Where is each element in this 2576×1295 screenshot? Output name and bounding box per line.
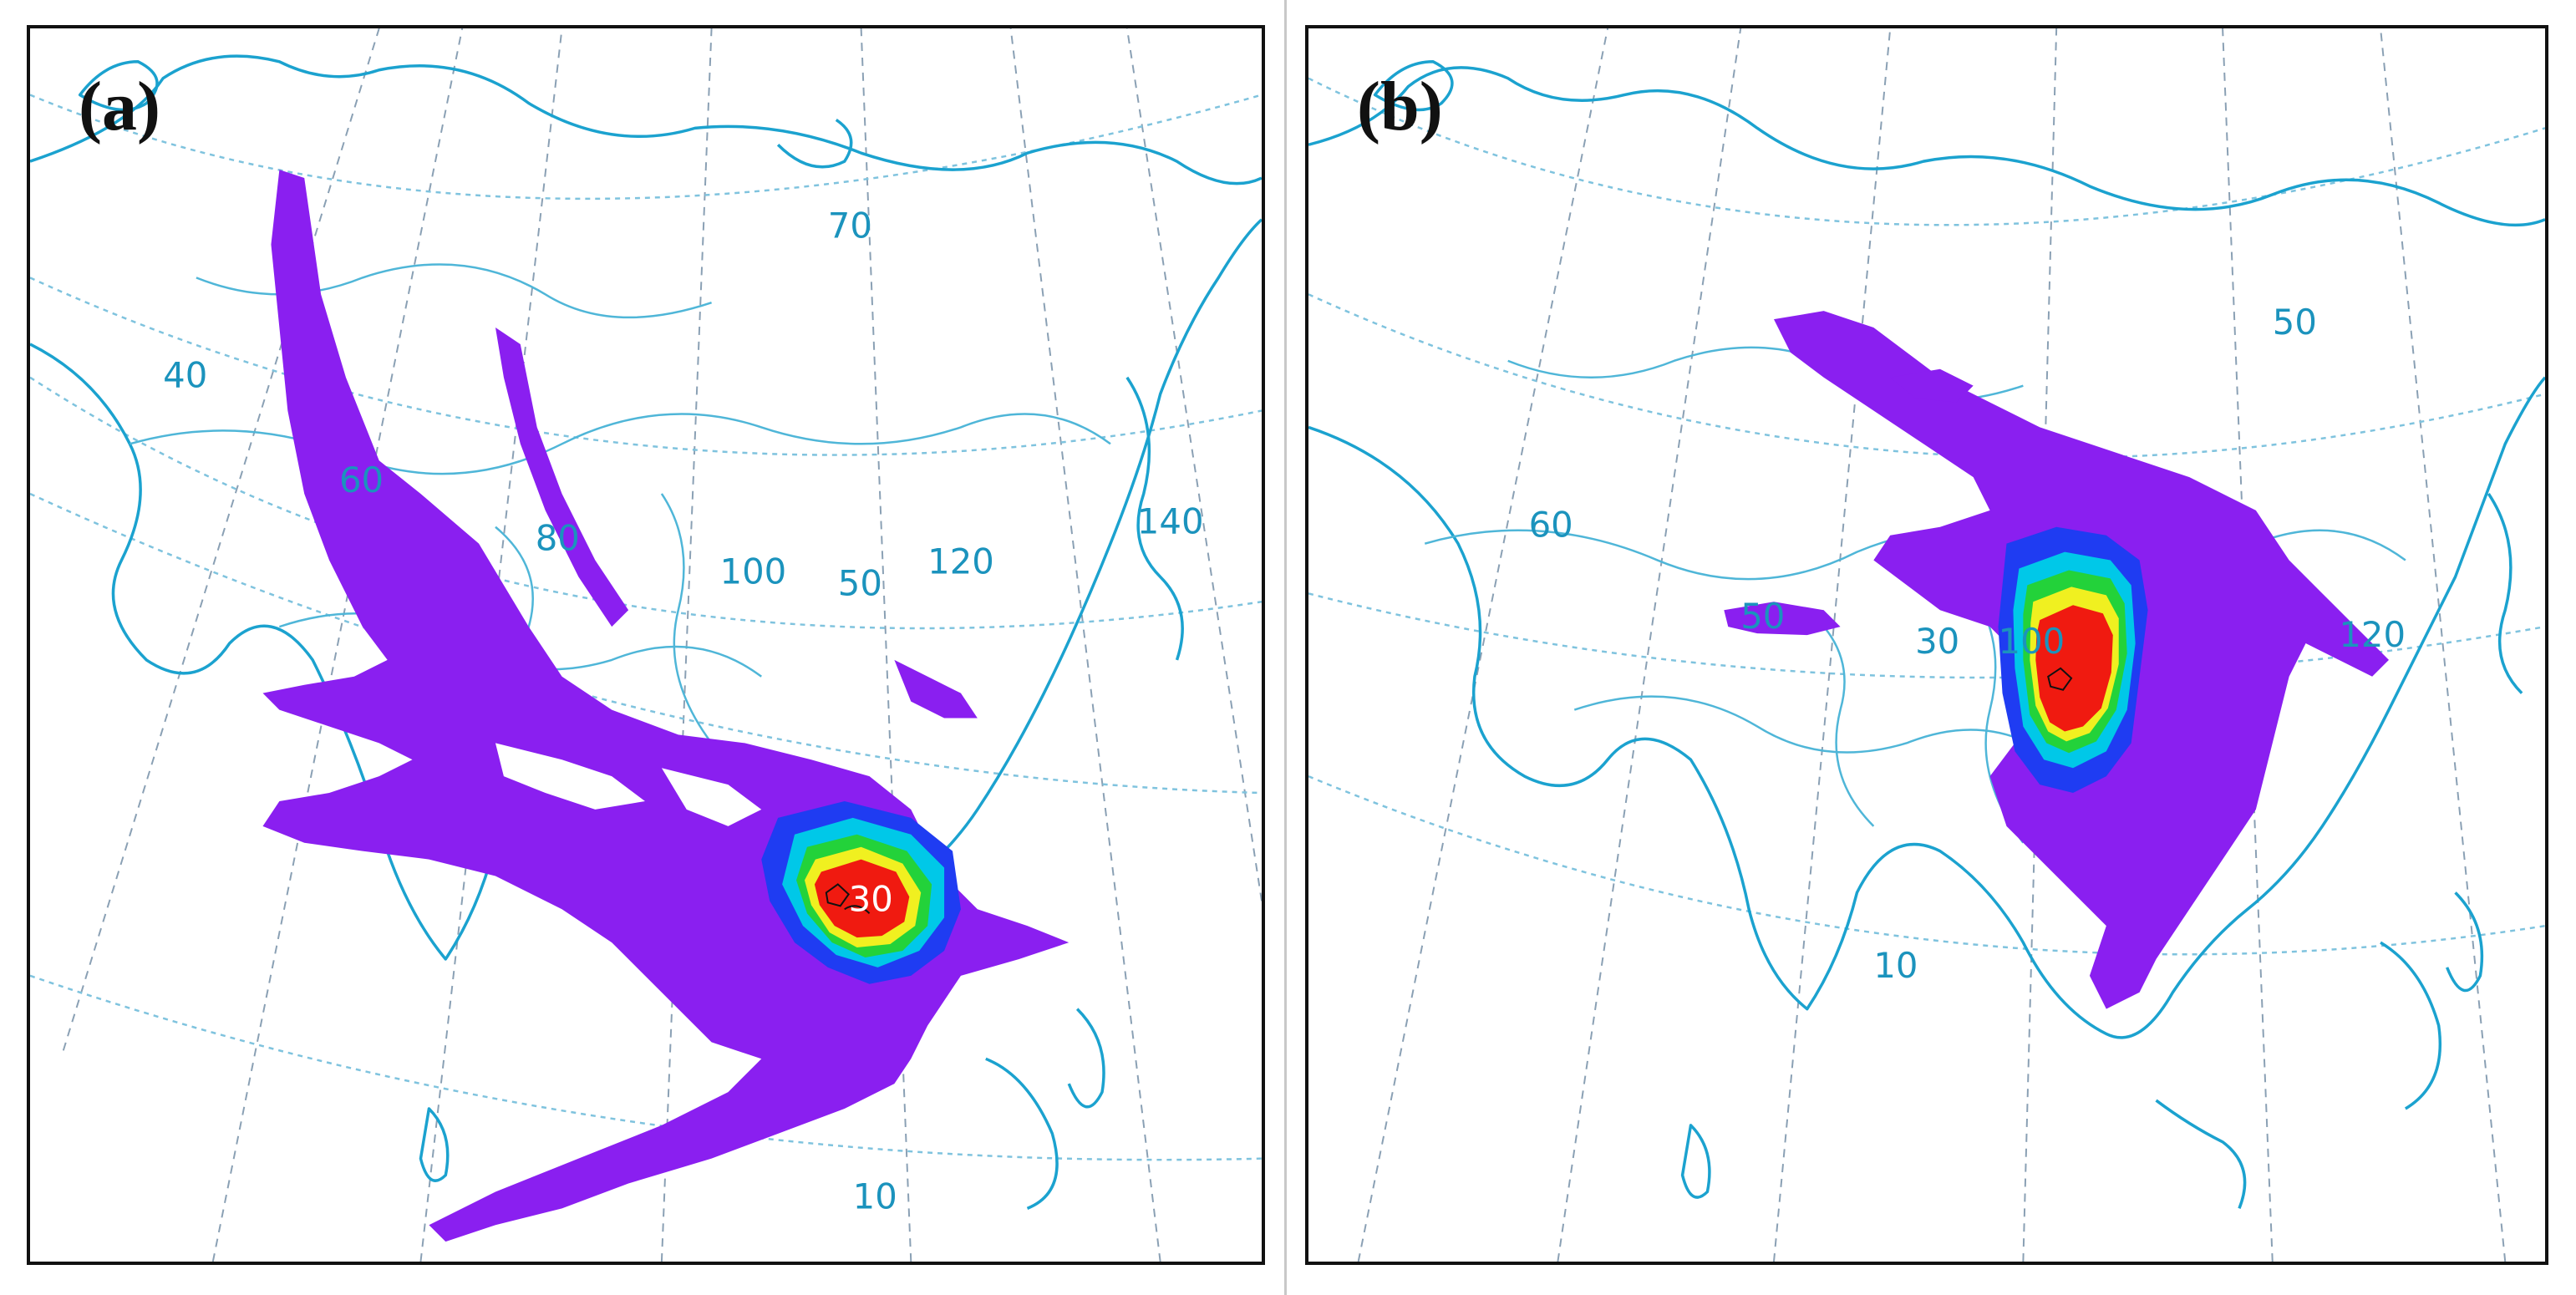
map-a-svg: 70 40 60 80 100 50 120 140 30 10: [30, 28, 1262, 1262]
graticule-parallels-a: [30, 94, 1262, 1161]
grid-label: 50: [838, 562, 882, 603]
map-b-svg: 50 60 50 30 100 120 10: [1308, 28, 2545, 1262]
grid-label: 120: [927, 541, 994, 581]
plume-b: [1724, 311, 2390, 1009]
map-panel-a: 70 40 60 80 100 50 120 140 30 10 (a): [27, 25, 1265, 1265]
grid-label: 120: [2339, 614, 2406, 655]
grid-label: 10: [853, 1176, 897, 1216]
grid-label: 100: [720, 551, 787, 592]
grid-label: 10: [1873, 945, 1918, 986]
panel-divider: [1284, 0, 1287, 1295]
grid-label: 140: [1137, 501, 1204, 542]
graticule-parallels-b: [1308, 77, 2545, 956]
grid-label: 60: [339, 460, 384, 500]
plume-a: [262, 170, 1070, 1242]
panel-label-a: (a): [79, 68, 160, 145]
panel-label-b: (b): [1357, 68, 1443, 145]
grid-label: 80: [536, 518, 580, 559]
coastlines-a: [30, 54, 1262, 1210]
coastlines-b: [1308, 60, 2545, 1209]
graticule-meridians-a: [62, 28, 1262, 1262]
grid-labels-a: 70 40 60 80 100 50 120 140 30 10: [163, 206, 1203, 1217]
grid-label: 60: [1529, 505, 1573, 546]
grid-label: 30: [1915, 621, 1959, 662]
grid-label: 100: [1999, 621, 2065, 662]
grid-label: 30: [849, 878, 893, 919]
grid-labels-b: 50 60 50 30 100 120 10: [1529, 302, 2406, 986]
grid-label: 70: [828, 206, 872, 246]
grid-label: 50: [1740, 596, 1785, 637]
grid-label: 40: [163, 355, 207, 396]
map-panel-b: 50 60 50 30 100 120 10 (b): [1305, 25, 2548, 1265]
grid-label: 50: [2273, 302, 2317, 343]
